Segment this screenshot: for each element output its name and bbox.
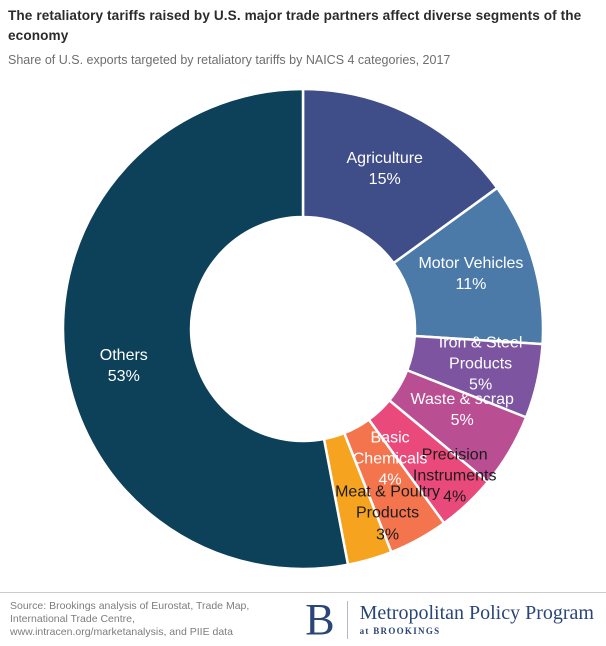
logo-at-brookings: at BROOKINGS [359,626,441,636]
slice-others [61,87,350,571]
brookings-logo: B Metropolitan Policy Program at BROOKIN… [305,594,594,644]
footer: Source: Brookings analysis of Eurostat, … [0,592,606,646]
chart-header: The retaliatory tariffs raised by U.S. m… [8,6,600,68]
chart-title: The retaliatory tariffs raised by U.S. m… [8,8,582,44]
logo-program-name: Metropolitan Policy Program [359,602,594,624]
source-line: International Trade Centre, [10,613,135,626]
logo-text: Metropolitan Policy Program at BROOKINGS [359,602,594,637]
source-note: Source: Brookings analysis of Eurostat, … [10,600,249,638]
brookings-logo-mark: B [305,594,335,644]
source-line: Source: Brookings analysis of Eurostat, … [10,600,250,613]
slice-agriculture [301,87,499,265]
logo-divider [346,600,348,639]
chart-subtitle: Share of U.S. exports targeted by retali… [8,52,451,67]
source-line: www.intracen.org/marketanalysis, and PII… [10,625,233,638]
